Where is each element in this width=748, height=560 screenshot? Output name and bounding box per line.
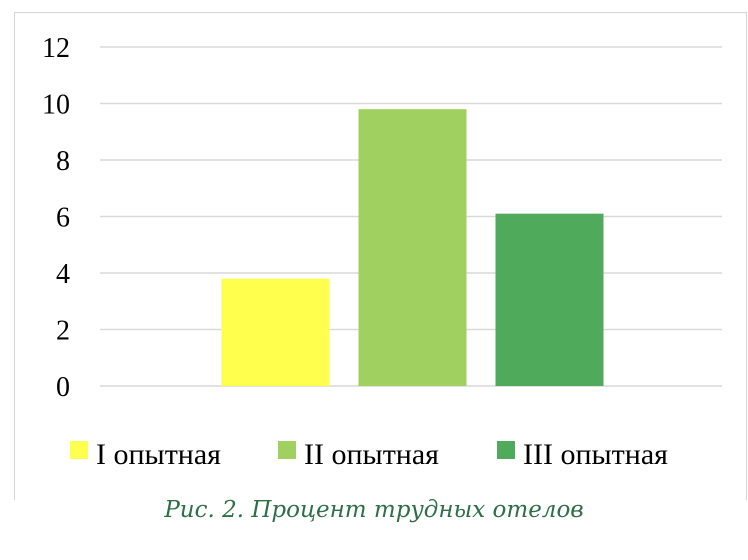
bar-chart: 0 2 4 6 8 10 12 I опытная II опытная III опытная <box>42 33 722 471</box>
y-tick-label: 2 <box>56 316 70 347</box>
legend-swatch <box>70 441 88 459</box>
legend-swatch <box>497 441 515 459</box>
legend: I опытная II опытная III опытная <box>70 438 668 471</box>
y-tick-label: 8 <box>56 146 70 177</box>
y-axis-ticks: 0 2 4 6 8 10 12 <box>42 33 70 403</box>
y-tick-label: 4 <box>56 259 70 290</box>
legend-label: I опытная <box>96 438 221 471</box>
bar <box>221 278 330 386</box>
legend-label: II опытная <box>304 438 439 471</box>
legend-label: III опытная <box>523 438 668 471</box>
legend-swatch <box>278 441 296 459</box>
figure-caption: Рис. 2. Процент трудных отелов <box>164 497 584 523</box>
bar <box>495 213 604 386</box>
y-tick-label: 0 <box>56 372 70 403</box>
bars <box>221 109 604 387</box>
y-tick-label: 10 <box>42 90 70 121</box>
bar <box>358 109 467 387</box>
y-tick-label: 6 <box>56 203 70 234</box>
y-tick-label: 12 <box>42 33 70 64</box>
chart-frame <box>14 12 747 500</box>
